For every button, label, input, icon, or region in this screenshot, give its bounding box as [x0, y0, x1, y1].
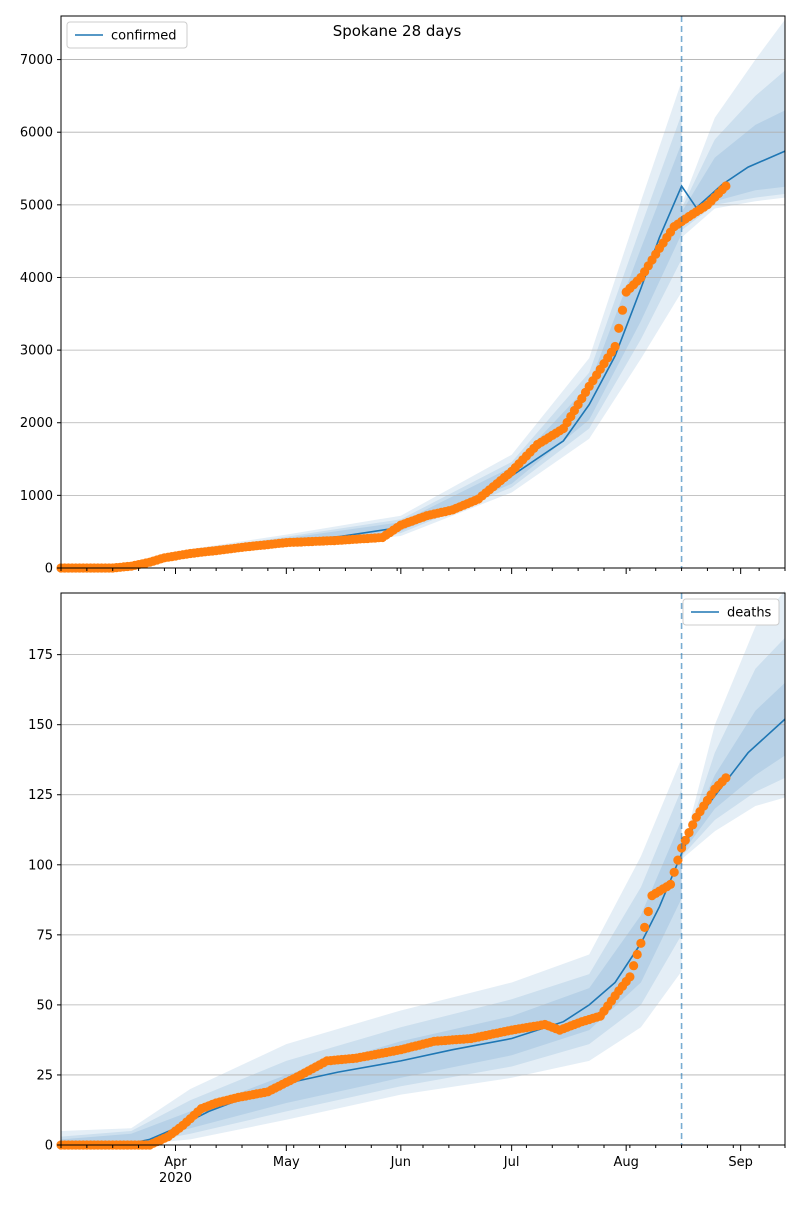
confirmed-y-tick-label: 4000 [20, 271, 53, 286]
deaths-x-tick-label: Apr [164, 1155, 187, 1170]
chart-title: Spokane 28 days [333, 22, 462, 40]
confirmed-y-tick-label: 5000 [20, 198, 53, 213]
deaths-y-tick-label: 100 [28, 858, 53, 873]
deaths-legend: deaths [682, 598, 780, 626]
deaths-y-axis: 0 25 50 75 100 125 150 175 [28, 648, 61, 1154]
confirmed-legend-box [66, 21, 188, 49]
deaths-observed-point [669, 867, 679, 877]
deaths-observed-point [643, 906, 653, 917]
confirmed-x-axis [60, 568, 786, 574]
confirmed-observed-point [617, 305, 628, 315]
deaths-y-tick-label: 125 [28, 788, 53, 803]
deaths-observed-point [673, 855, 683, 865]
deaths-legend-label: deaths [727, 606, 772, 621]
confirmed-uncertainty-bands [61, 19, 785, 569]
year-label: 2020 [159, 1171, 192, 1186]
confirmed-observed-point [614, 323, 624, 333]
confirmed-y-tick-label: 2000 [20, 416, 53, 431]
deaths-observed-point [632, 949, 642, 960]
confirmed-y-tick-label: 6000 [20, 126, 53, 141]
confirmed-legend: confirmed [66, 21, 188, 49]
deaths-x-tick-label: Jul [503, 1155, 520, 1170]
confirmed-observed-point [610, 341, 620, 352]
confirmed-y-tick-label: 1000 [20, 489, 53, 504]
confirmed-band-0 [61, 19, 785, 569]
confirmed-y-axis: 0 1000 2000 3000 4000 5000 6000 7000 [20, 53, 61, 577]
deaths-observed-point [684, 828, 694, 838]
confirmed-y-tick-label: 0 [45, 562, 53, 577]
deaths-x-tick-label: Jun [390, 1155, 411, 1170]
deaths-x-tick-label: Aug [613, 1155, 638, 1170]
deaths-observed-point [680, 835, 690, 845]
deaths-x-tick-label: Sep [728, 1155, 753, 1170]
deaths-observed-point [636, 938, 646, 948]
confirmed-plot-frame [60, 15, 786, 569]
deaths-observed-point [665, 879, 676, 890]
deaths-observed-point [625, 972, 635, 982]
confirmed-band-2 [61, 110, 785, 569]
deaths-x-tick-label: May [273, 1155, 300, 1170]
deaths-band-2 [61, 682, 785, 1145]
deaths-y-tick-label: 75 [36, 928, 53, 943]
deaths-observed-point [688, 820, 698, 830]
confirmed-observed-point [721, 181, 731, 191]
deaths-observed-point [640, 922, 650, 933]
deaths-observed-point [629, 961, 639, 971]
deaths-y-tick-label: 0 [45, 1139, 53, 1154]
confirmed-gridlines [61, 59, 785, 569]
deaths-panel: 0 25 50 75 100 125 150 175 Apr May Jun Jul Aug Sep d… [28, 590, 786, 1186]
deaths-y-tick-label: 50 [36, 998, 53, 1013]
confirmed-y-tick-label: 7000 [20, 53, 53, 68]
deaths-y-tick-label: 175 [28, 648, 53, 663]
deaths-x-axis: Apr May Jun Jul Aug Sep [60, 1145, 786, 1170]
deaths-legend-box [682, 598, 780, 626]
deaths-observed-point [721, 773, 731, 783]
deaths-y-tick-label: 25 [36, 1068, 53, 1083]
confirmed-legend-label: confirmed [111, 29, 177, 44]
deaths-y-tick-label: 150 [28, 718, 53, 733]
confirmed-band-1 [61, 70, 785, 568]
deaths-plot-frame [60, 592, 786, 1146]
confirmed-y-tick-label: 3000 [20, 344, 53, 359]
